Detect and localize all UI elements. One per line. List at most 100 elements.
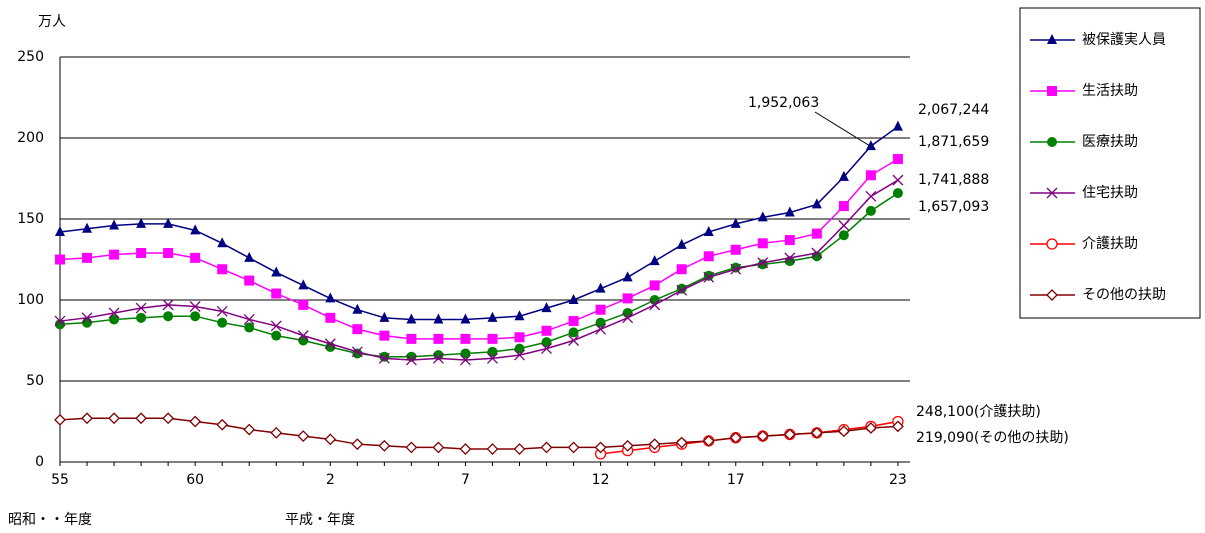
marker — [190, 311, 201, 322]
marker — [189, 301, 201, 312]
marker — [405, 441, 418, 454]
marker — [54, 315, 66, 327]
marker — [352, 303, 363, 314]
x-tick-label: 12 — [592, 472, 610, 488]
marker — [487, 352, 498, 364]
series-line — [59, 126, 899, 321]
x-tick-label: 60 — [186, 472, 204, 488]
marker — [270, 320, 282, 332]
marker — [189, 415, 202, 428]
series-line — [59, 192, 899, 358]
marker — [514, 343, 525, 354]
marker — [460, 348, 471, 359]
marker — [55, 225, 65, 236]
marker — [730, 262, 741, 273]
marker — [811, 198, 822, 209]
marker — [81, 312, 93, 324]
marker — [757, 238, 768, 249]
marker — [702, 435, 715, 447]
marker — [865, 140, 876, 151]
marker — [379, 311, 390, 322]
marker — [649, 255, 660, 266]
annotation-arrow — [814, 111, 871, 147]
marker — [108, 412, 120, 425]
marker — [865, 205, 876, 216]
marker — [756, 430, 769, 442]
marker — [514, 310, 525, 321]
marker — [595, 317, 606, 328]
marker — [649, 280, 660, 291]
marker — [622, 293, 633, 304]
marker — [487, 311, 498, 322]
marker — [217, 237, 228, 248]
marker — [540, 441, 553, 454]
legend-marker — [1047, 137, 1057, 147]
annotation: 1,871,659 — [918, 134, 989, 150]
marker — [459, 443, 472, 455]
marker — [730, 244, 741, 255]
marker — [622, 312, 634, 324]
y-tick-label: 250 — [17, 49, 44, 65]
marker — [622, 271, 633, 282]
legend-label: 住宅扶助 — [1082, 185, 1138, 201]
marker — [892, 154, 903, 165]
x-label-right: 平成・年度 — [285, 512, 355, 528]
marker — [81, 412, 93, 425]
marker — [541, 325, 552, 336]
marker — [190, 224, 201, 235]
marker — [432, 352, 444, 364]
marker — [136, 217, 147, 228]
marker — [810, 426, 823, 439]
marker — [162, 299, 174, 311]
legend-marker — [1047, 34, 1057, 44]
marker — [892, 174, 904, 186]
marker — [324, 433, 337, 446]
y-tick-label: 50 — [26, 373, 44, 389]
marker — [433, 350, 444, 361]
marker — [216, 418, 229, 431]
legend-label: 医療扶助 — [1082, 133, 1138, 150]
marker — [865, 170, 876, 181]
marker — [487, 346, 498, 357]
marker — [784, 252, 796, 264]
marker — [784, 235, 795, 246]
marker — [676, 284, 688, 296]
marker — [649, 299, 661, 311]
marker — [568, 294, 579, 304]
marker — [325, 312, 336, 323]
marker — [514, 332, 525, 343]
marker — [730, 217, 741, 228]
marker — [838, 201, 849, 212]
marker — [136, 312, 147, 323]
legend-label: 介護扶助 — [1082, 236, 1138, 252]
marker — [55, 254, 65, 265]
legend-marker — [1046, 289, 1058, 301]
marker — [82, 222, 93, 233]
legend-label: その他の扶助 — [1082, 287, 1166, 303]
marker — [621, 439, 634, 452]
annotation: 248,100(介護扶助) — [916, 404, 1041, 420]
marker — [837, 425, 850, 438]
marker — [892, 188, 903, 199]
marker — [567, 441, 580, 454]
marker — [352, 348, 363, 359]
marker — [594, 441, 607, 454]
marker — [298, 299, 309, 310]
marker — [270, 426, 283, 439]
legend-marker — [1046, 238, 1058, 250]
marker — [298, 279, 309, 290]
marker — [513, 443, 526, 455]
marker — [82, 252, 93, 263]
legend-label: 被保護実人員 — [1082, 32, 1166, 48]
marker — [703, 271, 715, 283]
marker — [351, 438, 364, 451]
marker — [325, 292, 336, 303]
marker — [838, 220, 850, 231]
marker — [541, 337, 552, 348]
marker — [675, 436, 688, 449]
marker — [243, 423, 256, 436]
marker — [892, 120, 903, 131]
annotation: 1,657,093 — [918, 199, 989, 215]
marker — [838, 230, 849, 241]
